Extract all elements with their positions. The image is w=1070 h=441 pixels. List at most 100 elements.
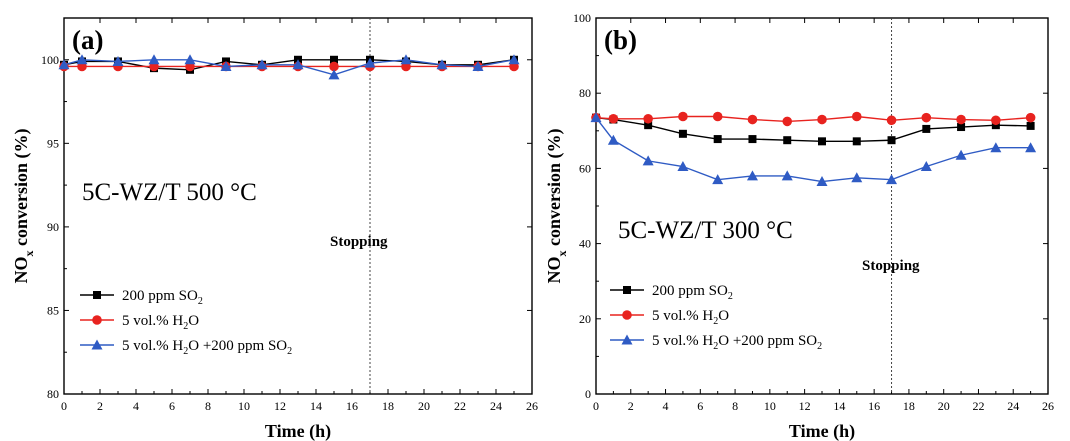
chart-panel-b: 0 2 4 6 8 10 12 14 16 18 20 22 24 26020406080100Stopp… xyxy=(544,11,1054,441)
legend-label: 200 ppm SO2 xyxy=(652,283,733,302)
panel-label: (a) xyxy=(72,25,103,55)
x-tick-label: 8 xyxy=(205,399,211,413)
data-point xyxy=(818,137,826,146)
x-tick-label: 18 xyxy=(903,399,915,413)
data-point xyxy=(782,116,793,127)
legend-marker xyxy=(621,334,633,345)
x-tick-label: 6 xyxy=(697,399,703,413)
x-tick-label: 8 xyxy=(732,399,738,413)
legend-item: 5 vol.% H2O +200 ppm SO2 xyxy=(610,333,822,352)
y-tick-label: 80 xyxy=(47,387,59,401)
y-tick-label: 40 xyxy=(579,237,591,251)
data-point xyxy=(330,55,338,64)
x-tick-label: 0 xyxy=(593,399,599,413)
condition-label: 5C-WZ/T 500 °C xyxy=(82,179,257,206)
data-point xyxy=(817,114,827,125)
x-tick-label: 10 xyxy=(238,399,250,413)
data-point xyxy=(184,54,196,65)
data-point xyxy=(1025,112,1036,123)
x-tick-label: 22 xyxy=(454,399,466,413)
legend-marker xyxy=(622,310,632,320)
data-point xyxy=(712,174,724,185)
data-point xyxy=(644,121,653,130)
x-tick-label: 12 xyxy=(274,399,286,413)
data-point xyxy=(957,123,966,132)
data-point xyxy=(921,112,932,123)
x-tick-label: 24 xyxy=(1007,399,1019,413)
data-point xyxy=(58,59,70,70)
legend-item: 200 ppm SO2 xyxy=(80,288,203,307)
legend-marker xyxy=(91,339,103,350)
data-point xyxy=(991,115,1001,126)
y-tick-label: 85 xyxy=(47,303,59,317)
x-tick-label: 20 xyxy=(938,399,950,413)
data-point xyxy=(1026,121,1035,130)
data-point xyxy=(886,115,897,126)
y-tick-label: 95 xyxy=(47,136,59,150)
y-tick-label: 0 xyxy=(585,387,591,401)
data-point xyxy=(148,54,160,65)
data-point xyxy=(748,135,757,144)
legend-label: 5 vol.% H2O xyxy=(122,313,199,332)
x-tick-label: 16 xyxy=(868,399,880,413)
x-tick-label: 6 xyxy=(169,399,175,413)
data-point xyxy=(747,114,758,125)
data-point xyxy=(713,135,722,144)
y-tick-label: 20 xyxy=(579,312,591,326)
data-point xyxy=(472,60,484,71)
x-tick-label: 12 xyxy=(799,399,811,413)
x-tick-label: 14 xyxy=(310,399,322,413)
data-point xyxy=(851,172,863,183)
data-point xyxy=(991,121,1000,130)
data-point xyxy=(1025,142,1037,153)
data-point xyxy=(886,174,898,185)
legend-marker xyxy=(623,286,631,294)
series-line-0 xyxy=(595,116,1031,143)
x-tick-label: 22 xyxy=(972,399,984,413)
series-line-2 xyxy=(63,59,515,76)
panel-label: (b) xyxy=(604,25,637,55)
y-axis-label: NOx conversion (%) xyxy=(11,129,36,284)
x-tick-label: 24 xyxy=(490,399,502,413)
x-axis-label: Time (h) xyxy=(265,421,331,441)
legend-label: 5 vol.% H2O +200 ppm SO2 xyxy=(652,333,822,352)
data-point xyxy=(328,69,340,80)
x-tick-label: 4 xyxy=(133,399,139,413)
data-point xyxy=(436,59,448,70)
data-point xyxy=(990,142,1002,153)
legend-label: 200 ppm SO2 xyxy=(122,288,203,307)
y-tick-label: 100 xyxy=(573,11,591,25)
data-point xyxy=(329,61,339,72)
legend-item: 5 vol.% H2O xyxy=(80,313,199,332)
legend-marker xyxy=(92,315,102,325)
data-point xyxy=(364,57,376,68)
data-point xyxy=(955,149,967,160)
x-tick-label: 18 xyxy=(382,399,394,413)
data-point xyxy=(607,134,619,145)
y-tick-label: 100 xyxy=(41,53,59,67)
data-point xyxy=(851,111,862,122)
data-point xyxy=(643,113,653,124)
data-point xyxy=(887,136,896,145)
data-point xyxy=(783,136,792,145)
data-point xyxy=(400,54,412,65)
legend-label: 5 vol.% H2O +200 ppm SO2 xyxy=(122,338,292,357)
series-line-1 xyxy=(595,115,1031,123)
x-tick-label: 2 xyxy=(628,399,634,413)
data-point xyxy=(781,170,793,181)
data-point xyxy=(292,59,304,70)
data-point xyxy=(678,111,688,122)
stopping-annotation: Stopping xyxy=(862,258,920,274)
legend-item: 5 vol.% H2O xyxy=(610,308,729,327)
stopping-annotation: Stopping xyxy=(330,234,388,250)
legend-item: 200 ppm SO2 xyxy=(610,283,733,302)
y-tick-label: 90 xyxy=(47,220,59,234)
y-axis-label: NOx conversion (%) xyxy=(544,129,569,284)
x-tick-label: 16 xyxy=(346,399,358,413)
data-point xyxy=(678,129,687,138)
data-point xyxy=(922,124,931,133)
x-tick-label: 10 xyxy=(764,399,776,413)
x-tick-label: 14 xyxy=(833,399,845,413)
x-tick-label: 2 xyxy=(97,399,103,413)
